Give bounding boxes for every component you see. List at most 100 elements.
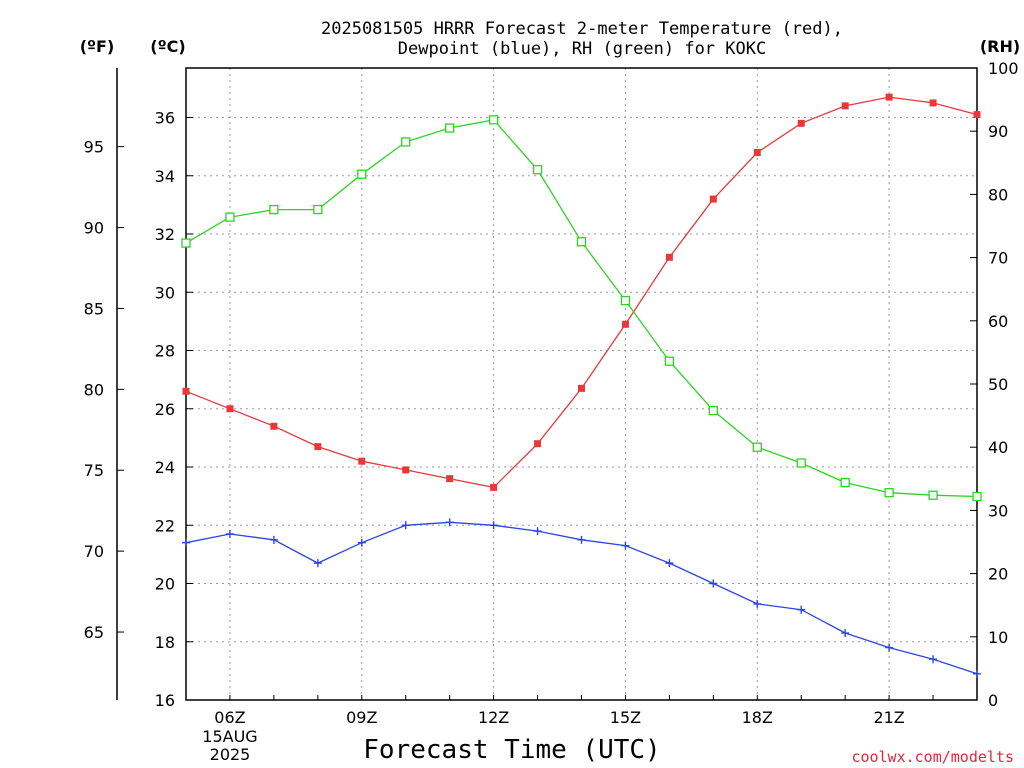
plot-frame [185,67,978,701]
rh-series [181,115,982,502]
c-tick-label: 32 [155,225,175,244]
temperature-point [534,440,542,448]
rh-point [401,137,411,147]
rh-axis: 0 10 20 30 40 50 60 70 80 90 100 [970,59,1019,710]
temperature-point [841,102,849,110]
dewpoint-point [533,527,542,536]
series-layer [181,93,982,678]
celsius-axis: 16 18 20 22 24 26 28 30 32 34 36 [155,109,193,710]
rh-tick-label: 50 [988,375,1008,394]
site-credit: coolwx.com/modelts [851,748,1014,766]
x-tick-label: 09Z [346,708,377,727]
rh-point [796,458,806,468]
rh-tick-label: 20 [988,565,1008,584]
temperature-point [182,387,190,395]
x-tick-label: 12Z [478,708,509,727]
chart-title-line-2: Dewpoint (blue), RH (green) for KOKC [398,39,766,59]
x-tick-label: 21Z [873,708,904,727]
temperature-point [621,320,629,328]
rh-point [928,490,938,500]
x-tick-label: 18Z [742,708,773,727]
rh-tick-label: 30 [988,501,1008,520]
dewpoint-point [665,559,674,568]
rh-tick-label: 0 [988,691,998,710]
temperature-point [797,119,805,127]
dewpoint-point [313,559,322,568]
rh-tick-label: 60 [988,312,1008,331]
c-tick-label: 28 [155,342,175,361]
rh-tick-label: 70 [988,249,1008,268]
rh-point [445,123,455,133]
temperature-point [929,99,937,107]
temperature-point [358,457,366,465]
temperature-point [446,475,454,483]
c-tick-label: 36 [155,109,175,128]
dewpoint-point [269,535,278,544]
temperature-point [270,422,278,430]
temperature-point [973,111,981,119]
temperature-series [182,93,981,491]
c-tick-label: 26 [155,400,175,419]
temperature-point [885,93,893,101]
temperature-point [665,253,673,261]
dewpoint-point [182,538,190,547]
dewpoint-point [401,521,410,530]
rh-point [664,356,675,366]
dewpoint-point [973,669,981,678]
dewpoint-point [489,521,498,530]
chart-title-line-1: 2025081505 HRRR Forecast 2-meter Tempera… [321,19,843,39]
rh-tick-label: 40 [988,438,1008,457]
temperature-point [709,195,717,203]
f-tick-label: 90 [84,219,104,238]
dewpoint-point [841,629,850,638]
c-tick-label: 34 [155,167,175,186]
c-tick-label: 30 [155,283,175,302]
f-tick-label: 85 [84,299,104,318]
rh-point [752,442,762,452]
dewpoint-line [185,521,978,675]
temperature-point [226,405,234,413]
grid-lines [186,68,977,700]
f-tick-label: 80 [84,380,104,399]
c-tick-label: 20 [155,575,175,594]
x-axis-label: Forecast Time (UTC) [363,735,660,765]
dewpoint-point [885,643,894,652]
fahrenheit-axis: 65 70 75 80 85 90 95 [84,138,124,642]
temperature-point [314,443,322,451]
dewpoint-point [357,538,366,547]
dewpoint-series [182,518,981,678]
c-tick-label: 16 [155,691,175,710]
temperature-point [402,466,410,474]
rh-point [269,204,279,215]
rh-point [884,488,894,498]
rh-point [488,115,499,125]
rh-point [181,238,191,248]
dewpoint-point [709,579,718,588]
rh-unit-label: (RH) [980,37,1020,56]
dewpoint-point [797,605,806,614]
temperature-point [753,148,761,156]
rh-point [532,165,543,175]
temperature-point [490,483,498,491]
dewpoint-point [445,518,454,527]
f-tick-label: 75 [84,461,104,480]
c-tick-label: 24 [155,458,175,477]
rh-point [972,491,982,502]
rh-point [576,237,587,247]
rh-tick-label: 80 [988,185,1008,204]
dewpoint-point [929,655,938,664]
rh-tick-label: 100 [988,59,1019,78]
fahrenheit-unit-label: (ºF) [80,37,115,56]
dewpoint-point [753,599,762,608]
date-label-line-2: 2025 [210,745,251,764]
date-label-line-1: 15AUG [202,727,257,746]
x-tick-label: 15Z [610,708,641,727]
rh-tick-label: 10 [988,628,1008,647]
f-tick-label: 95 [84,138,104,157]
c-tick-label: 18 [155,633,175,652]
rh-point [620,295,631,306]
rh-point [840,477,850,488]
rh-point [225,212,235,222]
temperature-point [578,384,585,392]
rh-point [313,204,323,215]
